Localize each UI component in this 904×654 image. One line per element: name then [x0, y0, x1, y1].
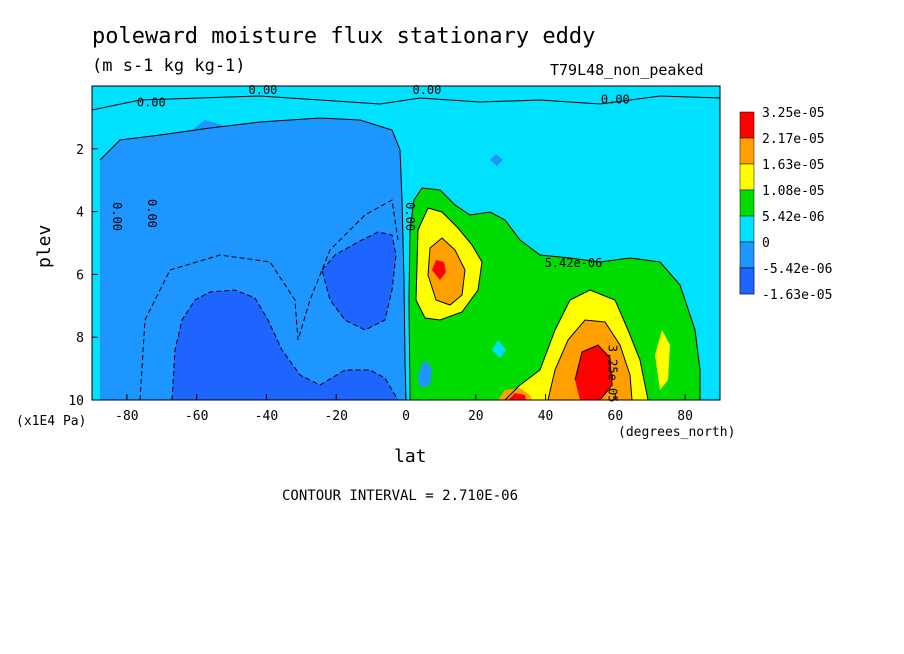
y-axis: 2 4 6 8 10: [68, 143, 98, 409]
y-tick-label: 2: [76, 143, 84, 158]
x-tick-label: -20: [324, 409, 347, 424]
x-tick-label: 80: [677, 409, 693, 424]
legend-label: 1.63e-05: [762, 158, 825, 173]
legend-label: 0: [762, 236, 770, 251]
contour-line: [574, 344, 613, 400]
field-nh-small-cell2: [492, 340, 506, 358]
field-negative-mid: [322, 232, 396, 330]
x-tick-label: 0: [402, 409, 410, 424]
contour-line: [415, 207, 483, 321]
contour-label: 0.00: [403, 202, 417, 231]
contour-line: [408, 187, 701, 400]
contour-labels: 0.00 0.00 0.00 0.00 0.00 0.00 0.00 5.42e-06 3.25…: [110, 83, 630, 402]
legend-label: -5.42e-06: [762, 262, 832, 277]
contour-label: 0.00: [601, 93, 630, 107]
contour-line-negative: [321, 231, 397, 331]
contour-interval: CONTOUR INTERVAL = 2.710E-06: [282, 488, 519, 504]
legend-swatch: [739, 267, 755, 295]
field-positive-nh-max2: [575, 345, 612, 400]
legend-label: -1.63e-05: [762, 288, 832, 303]
x-tick-label: -60: [185, 409, 208, 424]
x-tick-label: 20: [468, 409, 484, 424]
y-unit-label: (x1E4 Pa): [16, 414, 87, 429]
contour-line: [427, 237, 466, 306]
field-positive-nh-21: [428, 238, 465, 305]
legend-label: 2.17e-05: [762, 132, 825, 147]
field-positive-nh-max1: [432, 260, 446, 280]
field-negative-sh: [100, 118, 406, 400]
contour-label: 0.00: [249, 83, 278, 97]
legend-swatch: [739, 189, 755, 217]
contour-label: 0.00: [145, 199, 159, 228]
y-tick-label: 6: [76, 268, 84, 283]
x-tick-label: 60: [608, 409, 624, 424]
field-negative-cell: [190, 120, 230, 160]
x-tick-label: 40: [538, 409, 554, 424]
contour-line: [547, 319, 633, 400]
contour-label: 0.00: [110, 202, 124, 231]
plot-area: [92, 86, 720, 400]
legend-label: 3.25e-05: [762, 106, 825, 121]
legend-swatch: [739, 215, 755, 243]
contour-label: 5.42e-06: [545, 256, 603, 270]
y-tick-label: 4: [76, 206, 84, 221]
x-axis-label: lat: [394, 446, 427, 467]
legend-swatch: [739, 111, 755, 139]
field-nh-small-cell: [418, 360, 432, 388]
chart-title: poleward moisture flux stationary eddy: [92, 24, 596, 49]
field-nh-small-cell3: [490, 154, 503, 166]
contour-line-negative: [171, 289, 399, 400]
y-tick-label: 8: [76, 331, 84, 346]
field-positive-nh-16c: [655, 330, 670, 390]
contour-label: 0.00: [137, 96, 166, 110]
x-tick-label: -80: [115, 409, 138, 424]
contour-line: [92, 95, 720, 111]
legend-swatch: [739, 137, 755, 165]
contour-label: 3.25e-05: [605, 345, 619, 403]
x-tick-label: -40: [255, 409, 278, 424]
x-axis: -80 -60 -40 -20 0 20 40 60 80: [115, 394, 693, 424]
legend-swatch: [739, 241, 755, 269]
legend-label: 5.42e-06: [762, 210, 825, 225]
x-unit-label: (degrees_north): [618, 425, 736, 440]
contour-label: 0.00: [412, 83, 441, 97]
legend-label: 1.08e-05: [762, 184, 825, 199]
contour-line: [99, 117, 407, 400]
contour-line: [504, 289, 649, 400]
color-legend: 3.25e-05 2.17e-05 1.63e-05 1.08e-05 5.42e-06…: [739, 106, 832, 303]
legend-swatch: [739, 163, 755, 191]
field-positive-nh-max3: [508, 393, 526, 400]
run-name: T79L48_non_peaked: [550, 61, 704, 79]
chart-units: (m s-1 kg kg-1): [92, 56, 246, 76]
y-tick-label: 10: [68, 394, 84, 409]
contour-line-negative: [139, 199, 399, 400]
